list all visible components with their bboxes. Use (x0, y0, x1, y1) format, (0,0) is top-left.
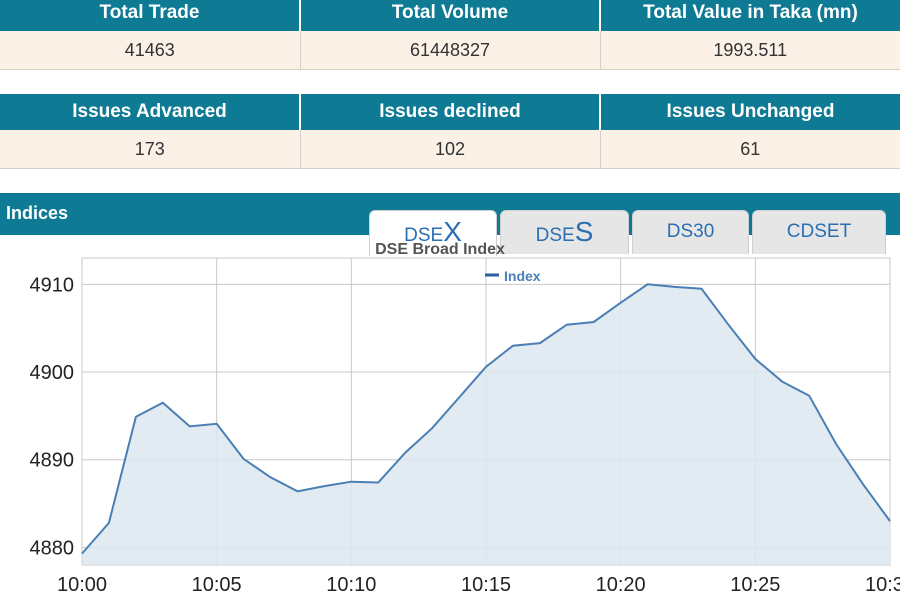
issues-header-row: Issues Advanced Issues declined Issues U… (0, 94, 900, 130)
total-volume-value: 61448327 (300, 31, 601, 70)
x-tick-label: 10:15 (461, 574, 511, 596)
summary-header-row: Total Trade Total Volume Total Value in … (0, 0, 900, 31)
chart-ticks: 10:00 10:05 10:10 10:15 10:20 10:25 10:30 4880 4… (30, 274, 900, 596)
total-trade-value: 41463 (0, 31, 301, 70)
chart-title: DSE Broad Index (375, 241, 505, 258)
issues-value-row: 173 102 61 (0, 130, 900, 169)
tab-cdset-label: CDSET (786, 221, 852, 242)
issues-declined-value: 102 (300, 130, 601, 169)
tab-dses-suffix: S (574, 216, 594, 247)
total-trade-header: Total Trade (0, 0, 301, 31)
tab-dsex-suffix: X (443, 216, 462, 247)
summary-value-row: 41463 61448327 1993.511 (0, 31, 900, 70)
issues-declined-header: Issues declined (300, 94, 601, 130)
tab-dsex[interactable]: DSEX (369, 210, 497, 256)
x-tick-label: 10:00 (57, 574, 107, 596)
legend-label[interactable]: Index (504, 268, 541, 284)
indices-title: Indices (6, 203, 69, 223)
issues-advanced-header: Issues Advanced (0, 94, 301, 130)
issues-unchanged-value: 61 (600, 130, 900, 169)
x-tick-label: 10:30 (865, 574, 900, 596)
tab-ds30-label: DS30 (666, 221, 715, 242)
y-tick-label: 4880 (30, 537, 75, 559)
tab-cdset[interactable]: CDSET (752, 210, 886, 254)
index-line (81, 283, 891, 555)
index-area (82, 284, 890, 565)
x-tick-label: 10:20 (596, 574, 646, 596)
x-tick-label: 10:10 (326, 574, 376, 596)
tab-dses-prefix: DSE (535, 225, 575, 246)
index-chart: 10:00 10:05 10:10 10:15 10:20 10:25 10:30 4880 4… (30, 241, 900, 596)
issues-table: Issues Advanced Issues declined Issues U… (0, 94, 900, 169)
total-value-value: 1993.511 (600, 31, 900, 70)
x-tick-label: 10:25 (730, 574, 780, 596)
y-tick-label: 4900 (30, 362, 75, 384)
market-summary-table: Total Trade Total Volume Total Value in … (0, 0, 900, 70)
total-volume-header: Total Volume (300, 0, 601, 31)
y-tick-label: 4890 (30, 450, 75, 472)
issues-advanced-value: 173 (0, 130, 301, 169)
tab-ds30[interactable]: DS30 (632, 210, 749, 254)
issues-unchanged-header: Issues Unchanged (600, 94, 900, 130)
x-tick-label: 10:05 (192, 574, 242, 596)
tab-dses[interactable]: DSES (500, 210, 629, 254)
total-value-header: Total Value in Taka (mn) (600, 0, 900, 31)
y-tick-label: 4910 (30, 274, 75, 296)
tab-dsex-prefix: DSE (404, 225, 444, 246)
